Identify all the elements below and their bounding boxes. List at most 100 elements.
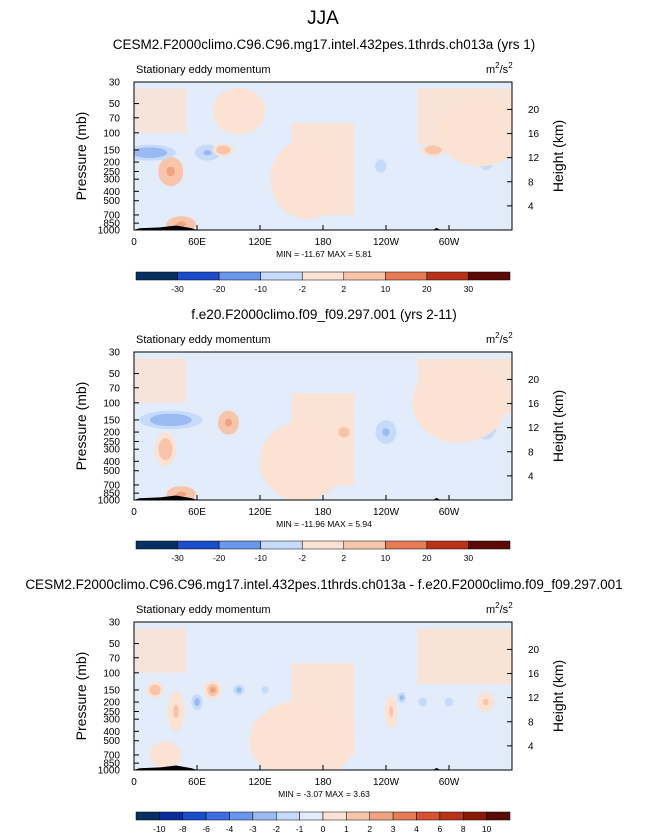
- contour-blob: [152, 687, 158, 693]
- contour-blob: [162, 443, 169, 455]
- pressure-tick-label: 500: [103, 466, 120, 477]
- colorbar-label: 4: [414, 824, 419, 834]
- colorbar-box: [343, 540, 386, 550]
- colorbar: -10 -8 -6 -4 -3 -2 -1 0 1 2 3 4 6 8 10: [135, 811, 511, 834]
- topography: [433, 497, 441, 500]
- colorbar-label: -1: [296, 824, 304, 834]
- colorbar-box: [463, 811, 487, 821]
- y-axis-label: Pressure (mb): [73, 112, 89, 201]
- lon-tick-label: 120E: [248, 777, 272, 788]
- contour-blob: [176, 491, 187, 497]
- lon-tick-label: 120W: [373, 777, 400, 788]
- contour-blob: [263, 688, 267, 692]
- colorbar-label: 30: [464, 553, 474, 563]
- colorbar-label: 2: [367, 824, 372, 834]
- topography: [134, 225, 197, 230]
- colorbar-box: [135, 811, 160, 821]
- colorbar-label: -2: [298, 553, 306, 563]
- lon-tick-label: 180: [315, 507, 332, 518]
- y2-axis-label: Height (km): [550, 660, 566, 732]
- colorbar-box: [260, 540, 303, 550]
- height-tick-label: 12: [528, 693, 540, 704]
- height-tick-label: 8: [528, 717, 534, 728]
- contour-blob: [236, 687, 242, 693]
- contour-blob: [225, 418, 232, 427]
- figure-title: JJA: [307, 8, 339, 29]
- colorbar-box: [468, 271, 511, 281]
- colorbar-box: [301, 271, 345, 281]
- colorbar-label: -10: [153, 824, 166, 834]
- contour-field: [134, 82, 512, 230]
- min-max-stats: MIN = -11.67 MAX = 5.81: [276, 249, 372, 259]
- units-exp: 2: [508, 331, 513, 340]
- colorbar-box: [159, 811, 183, 821]
- chart-units: m2/s2: [486, 61, 513, 76]
- pressure-tick-label: 50: [109, 369, 121, 380]
- height-tick-label: 16: [528, 129, 540, 140]
- lon-tick-label: 0: [131, 237, 137, 248]
- min-max-stats: MIN = -3.07 MAX = 3.63: [278, 789, 370, 799]
- contour-blob: [399, 694, 404, 701]
- units-mid: /s: [500, 64, 509, 76]
- pressure-tick-label: 200: [103, 158, 120, 169]
- pressure-tick-label: 250: [103, 167, 120, 178]
- pressure-tick-label: 100: [103, 398, 120, 409]
- colorbar-label: -4: [226, 824, 234, 834]
- pressure-tick-label: 50: [109, 639, 121, 650]
- pressure-tick-label: 150: [103, 685, 120, 696]
- pressure-tick-label: 70: [109, 383, 121, 394]
- height-tick-label: 20: [528, 375, 540, 386]
- contour-blob: [209, 686, 216, 694]
- contour-blob: [377, 162, 384, 170]
- contour-blob: [429, 147, 438, 153]
- height-tick-label: 20: [528, 105, 540, 116]
- colorbar-label: -30: [171, 284, 184, 294]
- colorbar-box: [392, 811, 417, 821]
- contour-blob: [341, 429, 347, 435]
- colorbar-box: [299, 811, 324, 821]
- colorbar: -30 -20 -10 -2 2 10 20 30: [135, 540, 511, 563]
- chart-field-label: Stationary eddy momentum: [136, 334, 271, 346]
- contour-blob: [160, 416, 182, 424]
- pressure-tick-label: 300: [103, 445, 120, 456]
- colorbar-box: [182, 811, 207, 821]
- height-tick-label: 4: [528, 471, 534, 482]
- colorbar-label: -6: [202, 824, 210, 834]
- units-exp: 2: [508, 601, 513, 610]
- lon-tick-label: 0: [131, 507, 137, 518]
- colorbar-label: 20: [422, 553, 432, 563]
- contour-blob: [284, 727, 320, 755]
- y-axis-label: Pressure (mb): [73, 652, 89, 741]
- min-max-stats: MIN = -11.96 MAX = 5.94: [276, 519, 372, 529]
- contour-blob: [389, 705, 394, 718]
- colorbar-box: [439, 811, 464, 821]
- contour-blob: [443, 389, 476, 417]
- contour-blob: [203, 149, 212, 156]
- colorbar-box: [218, 271, 261, 281]
- height-tick-label: 16: [528, 669, 540, 680]
- chart-title: f.e20.F2000climo.f09_f09.297.001 (yrs 2-…: [191, 307, 456, 322]
- field-band: [134, 628, 187, 673]
- topography: [433, 227, 441, 230]
- colorbar-label: 10: [381, 553, 391, 563]
- pressure-tick-label: 300: [103, 175, 120, 186]
- pressure-tick-label: 250: [103, 437, 120, 448]
- units-exp: 2: [495, 61, 500, 70]
- contour-blob: [420, 699, 425, 705]
- chart-units: m2/s2: [486, 601, 513, 616]
- height-tick-label: 8: [528, 447, 534, 458]
- pressure-tick-label: 30: [109, 78, 121, 89]
- colorbar-label: -2: [298, 284, 306, 294]
- colorbar-box: [177, 540, 220, 550]
- height-tick-label: 4: [528, 201, 534, 212]
- pressure-tick-label: 850: [103, 489, 120, 500]
- pressure-tick-label: 70: [109, 653, 121, 664]
- topography: [134, 765, 197, 770]
- lon-tick-label: 120W: [373, 237, 400, 248]
- colorbar-label: -3: [249, 824, 257, 834]
- colorbar-label: -2: [272, 824, 280, 834]
- colorbar-box: [135, 271, 178, 281]
- lon-tick-label: 180: [315, 777, 332, 788]
- chart-title: CESM2.F2000climo.C96.C96.mg17.intel.432p…: [113, 37, 535, 52]
